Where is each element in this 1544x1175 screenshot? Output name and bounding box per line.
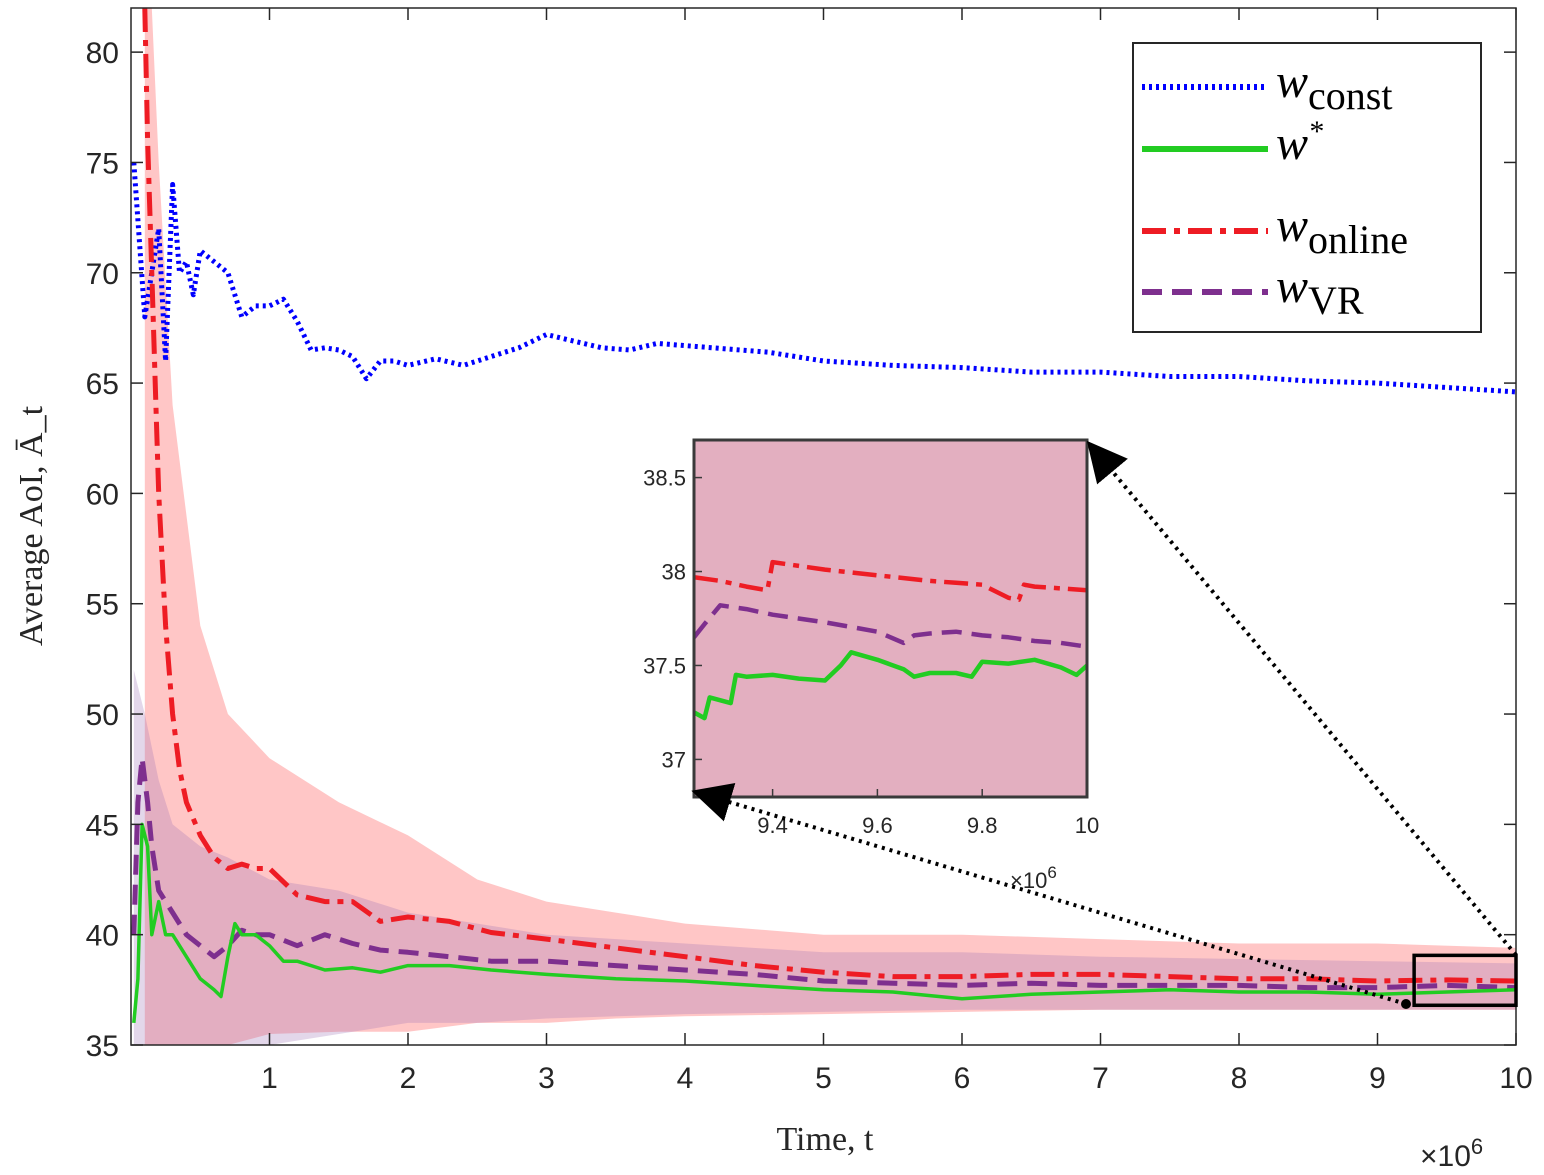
zoom-box	[1412, 953, 1518, 1008]
y-tick-label: 75	[86, 147, 119, 180]
zoom-arrow-bottom	[691, 782, 1407, 1006]
inset-x-multiplier-base: ×10	[1010, 868, 1047, 893]
legend-label: w*	[1276, 115, 1323, 170]
inset-x-tick-label: 10	[1075, 813, 1099, 838]
x-multiplier-base: ×10	[1420, 1140, 1471, 1173]
x-axis-label: Time, t	[776, 1121, 874, 1158]
y-tick-label: 35	[86, 1030, 119, 1063]
line-w_VR	[131, 755, 1516, 991]
legend-item-w*: w*	[1142, 115, 1323, 170]
line-w_const	[131, 162, 1516, 395]
band-w_VR	[133, 669, 1516, 1045]
x-tick-label: 6	[954, 1062, 971, 1095]
legend-label: wconst	[1276, 55, 1392, 118]
inset-y-ticks: 37 37.5 38 38.5	[643, 466, 702, 772]
inset-x-multiplier: ×106	[1010, 863, 1057, 893]
y-tick-label: 65	[86, 368, 119, 401]
x-tick-label: 4	[677, 1062, 694, 1095]
series-lines	[131, 8, 1516, 1024]
inset-x-multiplier-exp: 6	[1047, 863, 1056, 882]
y-tick-label: 40	[86, 920, 119, 953]
x-tick-label: 7	[1092, 1062, 1109, 1095]
line-w_online	[142, 8, 1516, 984]
legend-box	[1132, 42, 1482, 333]
x-tick-label: 1	[261, 1062, 278, 1095]
x-tick-label: 9	[1369, 1062, 1386, 1095]
band-w_online	[144, 8, 1516, 1045]
legend-item-w_const: wconst	[1142, 55, 1392, 118]
legend-item-w_VR: wVR	[1142, 260, 1364, 323]
x-tick-label: 3	[538, 1062, 555, 1095]
inset-x-tick-label: 9.6	[862, 813, 893, 838]
inset-y-tick-label: 37	[662, 747, 686, 772]
inset-y-tick-label: 38	[662, 560, 686, 585]
inset-background	[694, 440, 1087, 797]
inset-frame	[692, 438, 1089, 799]
x-multiplier: ×106	[1420, 1134, 1483, 1173]
confidence-bands	[133, 8, 1516, 1045]
x-tick-label: 2	[400, 1062, 417, 1095]
x-tick-label: 10	[1499, 1062, 1532, 1095]
inset-series-lines	[694, 559, 1087, 721]
legend-label: wVR	[1276, 260, 1364, 323]
line-w*	[132, 822, 1516, 1024]
y-tick-label: 50	[86, 699, 119, 732]
y-axis-label: Average AoI, Ā_t	[13, 405, 50, 646]
x-axis-ticks: 1 2 3 4 5 6 7 8 9 10	[261, 8, 1533, 1095]
inset-y-tick-label: 37.5	[643, 653, 686, 678]
y-tick-label: 70	[86, 258, 119, 291]
inset-x-tick-label: 9.8	[967, 813, 998, 838]
x-tick-label: 5	[815, 1062, 832, 1095]
y-tick-label: 45	[86, 809, 119, 842]
zoom-arrow-anchor	[1401, 999, 1411, 1009]
y-axis-ticks: 35 40 45 50 55 60 65 70 75 80	[86, 37, 1516, 1063]
inset-line-w_online	[694, 559, 1087, 602]
legend-label: wonline	[1276, 199, 1408, 262]
x-multiplier-exp: 6	[1471, 1134, 1483, 1159]
legend-item-w_online: wonline	[1142, 199, 1408, 262]
zoom-arrow-top	[1086, 440, 1518, 957]
y-tick-label: 55	[86, 589, 119, 622]
x-tick-label: 8	[1231, 1062, 1248, 1095]
y-tick-label: 80	[86, 37, 119, 70]
inset-y-tick-label: 38.5	[643, 466, 686, 491]
inset-line-w*	[694, 650, 1087, 721]
y-tick-label: 60	[86, 478, 119, 511]
